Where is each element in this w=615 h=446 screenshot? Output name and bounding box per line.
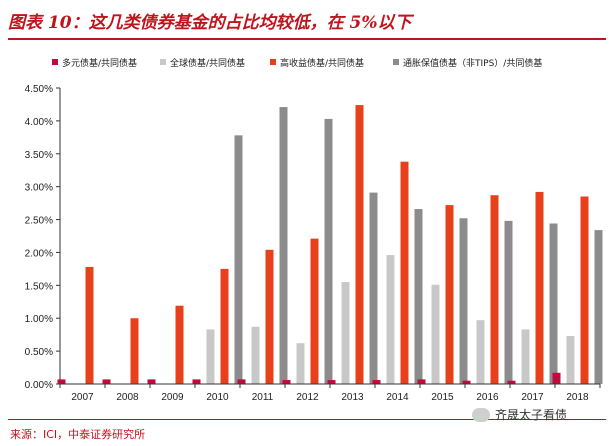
bar	[521, 329, 530, 384]
bar	[566, 335, 575, 384]
bar	[251, 326, 260, 384]
legend-swatch	[52, 59, 58, 65]
bar	[549, 223, 558, 384]
bar	[102, 379, 111, 384]
wechat-icon	[472, 407, 490, 422]
x-tick-label: 2014	[386, 392, 409, 403]
bar	[490, 195, 499, 384]
bar	[282, 380, 291, 384]
title-divider	[8, 38, 606, 40]
bar	[57, 379, 66, 384]
x-tick-label: 2010	[206, 392, 229, 403]
bar	[372, 380, 381, 384]
x-tick-label: 2007	[71, 392, 94, 403]
watermark-text: 齐晟太子看债	[495, 408, 568, 422]
legend-label: 高收益债基/共同债基	[280, 57, 364, 69]
bar	[355, 105, 364, 384]
bar	[417, 379, 426, 384]
bar	[206, 329, 215, 384]
bar-chart: 多元债基/共同债基 全球债基/共同债基 高收益债基/共同债基 通胀保值债基（非TIPS…	[25, 57, 603, 403]
legend-label: 通胀保值债基（非TIPS）/共同债基	[403, 57, 542, 69]
y-tick-label: 2.00%	[25, 248, 53, 259]
bar	[237, 379, 246, 384]
y-tick-label: 1.50%	[25, 281, 53, 292]
x-tick-label: 2018	[566, 392, 589, 403]
bar	[296, 343, 305, 384]
bar	[234, 135, 243, 384]
y-tick-label: 1.00%	[25, 314, 53, 325]
bar	[431, 284, 440, 384]
bar	[220, 268, 229, 384]
bar	[85, 266, 94, 384]
bar	[504, 220, 513, 384]
bar	[552, 372, 561, 384]
bar	[327, 380, 336, 384]
bar	[459, 218, 468, 384]
bar	[445, 205, 454, 384]
legend-swatch	[160, 59, 166, 65]
x-axis: 2007 2008 2009 2010 2011 2012 2013 2014 2015 2016…	[59, 383, 601, 403]
y-tick-label: 0.50%	[25, 347, 53, 358]
y-tick-label: 2.50%	[25, 216, 53, 227]
bar	[386, 255, 395, 384]
bar	[414, 209, 423, 384]
bar	[324, 118, 333, 384]
bar	[265, 249, 274, 384]
bars	[57, 105, 603, 384]
x-tick-label: 2015	[431, 392, 454, 403]
y-tick-label: 0.00%	[25, 380, 53, 391]
bar	[192, 379, 201, 384]
bar	[594, 230, 603, 384]
x-tick-label: 2016	[476, 392, 499, 403]
bar	[476, 320, 485, 384]
y-tick-label: 3.50%	[25, 150, 53, 161]
x-tick-label: 2009	[161, 392, 184, 403]
x-tick-label: 2017	[521, 392, 544, 403]
source-note: 来源：ICI，中泰证券研究所	[10, 428, 146, 441]
legend-swatch	[270, 59, 276, 65]
y-axis: 0.00% 0.50% 1.00% 1.50% 2.00% 2.50% 3.00% 3.50%…	[25, 84, 61, 391]
y-tick-label: 4.00%	[25, 117, 53, 128]
bar	[507, 380, 516, 384]
bar	[580, 196, 589, 384]
bar	[279, 107, 288, 384]
watermark: 齐晟太子看债	[472, 406, 567, 423]
legend-label: 多元债基/共同债基	[62, 57, 137, 69]
y-tick-label: 3.00%	[25, 183, 53, 194]
source-divider	[8, 419, 606, 420]
bar	[341, 282, 350, 384]
bar	[147, 379, 156, 384]
legend-swatch	[393, 59, 399, 65]
legend: 多元债基/共同债基 全球债基/共同债基 高收益债基/共同债基 通胀保值债基（非TIPS…	[52, 57, 542, 69]
x-tick-label: 2008	[116, 392, 139, 403]
bar	[130, 318, 139, 384]
chart-title: 图表 10：这几类债券基金的占比均较低，在 5%以下	[8, 13, 412, 33]
legend-label: 全球债基/共同债基	[170, 57, 245, 69]
x-tick-label: 2013	[341, 392, 364, 403]
bar	[310, 238, 319, 384]
bar	[369, 192, 378, 384]
bar	[535, 191, 544, 384]
bar	[400, 161, 409, 384]
x-tick-label: 2012	[296, 392, 319, 403]
bar	[462, 380, 471, 384]
y-tick-label: 4.50%	[25, 84, 53, 95]
bar	[175, 305, 184, 384]
x-tick-label: 2011	[252, 392, 274, 403]
